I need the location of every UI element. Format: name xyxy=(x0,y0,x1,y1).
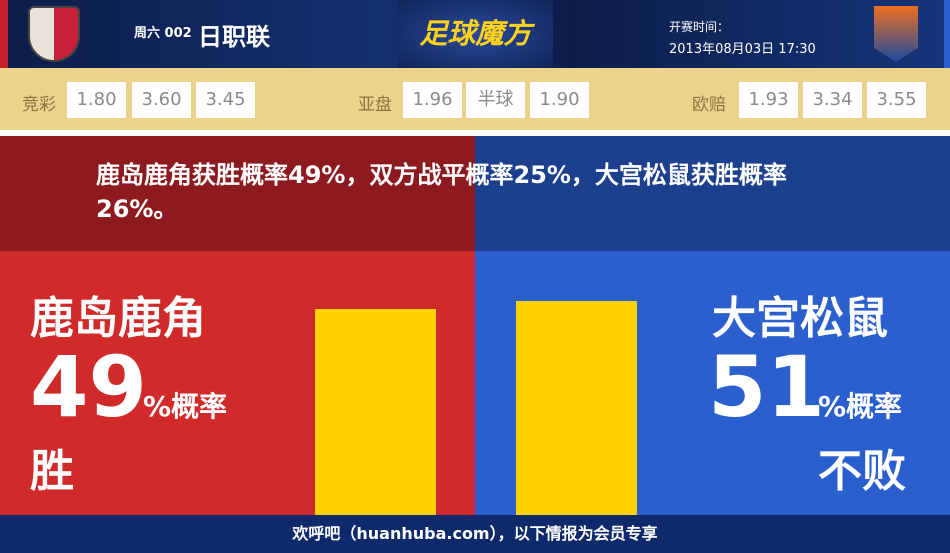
away-team-name: 大宫松鼠 xyxy=(712,293,888,344)
away-color-strip xyxy=(944,0,950,68)
probability-summary: 鹿岛鹿角获胜概率49%，双方战平概率25%，大宫松鼠获胜概率26%。 xyxy=(96,161,787,223)
yapan-label: 亚盘 xyxy=(358,95,392,115)
odds-cell: 1.93 xyxy=(739,82,798,118)
footer-banner: 欢呼吧（huanhuba.com），以下情报为会员专享 xyxy=(0,515,950,553)
odds-cell: 3.34 xyxy=(803,82,862,118)
away-result: 不败 xyxy=(818,446,906,497)
message-panel-home xyxy=(0,136,475,251)
home-percent: 49 xyxy=(30,338,147,436)
home-team-name: 鹿岛鹿角 xyxy=(30,293,206,344)
odds-cell: 3.45 xyxy=(196,82,255,118)
kickoff-time: 2013年08月03日 17:30 xyxy=(669,42,816,57)
odds-bar: 竞彩 1.80 3.60 3.45 亚盘 1.96 半球 1.90 欧赔 1.9… xyxy=(0,68,950,130)
match-number: 周六 002 xyxy=(134,26,192,41)
brand-logo: 足球魔方 xyxy=(398,0,553,68)
jingcai-label: 竞彩 xyxy=(22,95,56,115)
away-probability-bar xyxy=(516,300,637,515)
odds-cell: 1.90 xyxy=(530,82,589,118)
ouzhou-label: 欧赔 xyxy=(692,95,726,115)
home-team-logo xyxy=(28,6,80,62)
away-percent: 51 xyxy=(708,338,825,436)
odds-cell: 半球 xyxy=(466,82,525,118)
league-name: 日职联 xyxy=(198,23,270,51)
home-probability-bar xyxy=(315,309,436,515)
away-percent-label: %概率 xyxy=(818,390,903,423)
home-result: 胜 xyxy=(30,446,74,497)
kickoff-label: 开赛时间： xyxy=(669,20,730,34)
odds-cell: 1.80 xyxy=(67,82,126,118)
odds-cell: 3.60 xyxy=(132,82,191,118)
odds-cell: 1.96 xyxy=(403,82,462,118)
message-panel-away xyxy=(475,136,950,251)
odds-cell: 3.55 xyxy=(867,82,926,118)
home-color-strip xyxy=(0,0,8,68)
home-percent-label: %概率 xyxy=(143,390,228,423)
